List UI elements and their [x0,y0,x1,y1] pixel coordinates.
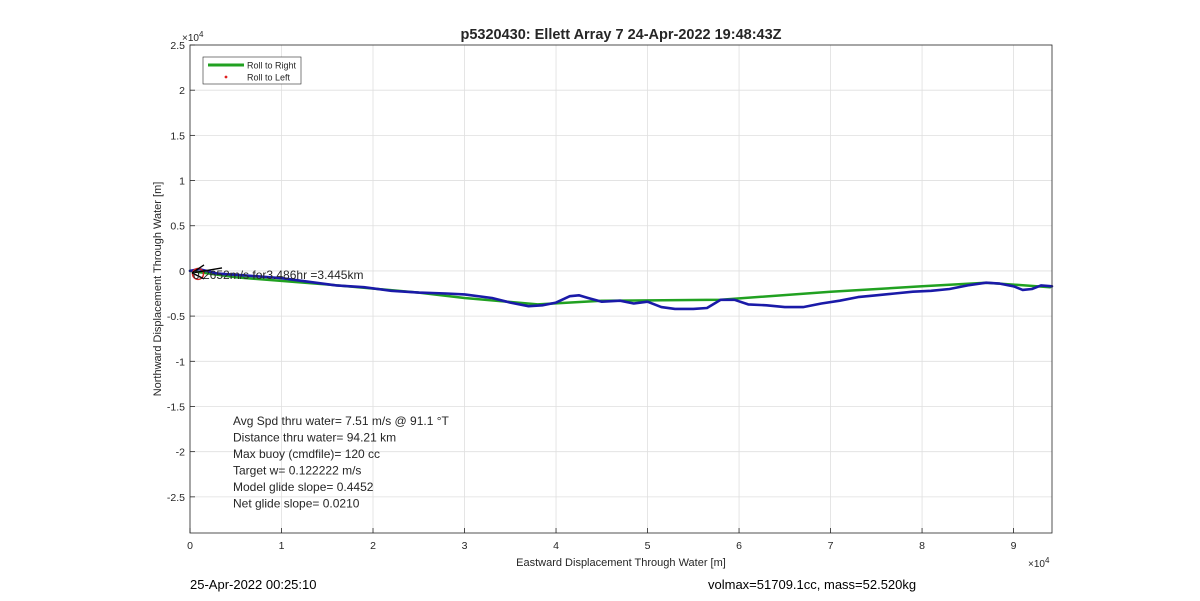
footer-date: 25-Apr-2022 00:25:10 [190,577,317,592]
axes-frame [189,44,1053,534]
x-tick-label: 5 [645,540,651,552]
x-tick-label: 3 [462,540,468,552]
x-tick-label: 4 [553,540,559,552]
legend-label-roll-to-right: Roll to Right [247,61,297,71]
x-tick-label: 7 [828,540,834,552]
stat-net-glide-slope: Net glide slope= 0.0210 [233,497,360,511]
y-axis-exponent: ×104 [182,30,204,44]
legend-swatch-roll-to-left [224,75,228,79]
y-tick-label: 2.5 [170,40,185,52]
data-series [188,267,1054,311]
stat-target-w: Target w= 0.122222 m/s [233,464,361,478]
y-tick-label: 2 [179,85,185,97]
start-marker [191,264,223,281]
stats-block: Avg Spd thru water= 7.51 m/s @ 91.1 °T D… [233,414,450,511]
y-tick-label: 1 [179,176,185,188]
arrow-annotation: 0.2652m/s for3.486hr =3.445km [193,268,363,282]
x-axis-label: Eastward Displacement Through Water [m] [516,557,726,569]
y-tick-label: -2 [176,447,185,459]
chart-title: p5320430: Ellett Array 7 24-Apr-2022 19:… [460,27,781,43]
x-tick-label: 1 [279,540,285,552]
y-tick-label: -1 [176,356,185,368]
legend-label-roll-to-left: Roll to Left [247,73,291,83]
current-arrow [191,264,223,280]
footer-summary: volmax=51709.1cc, mass=52.520kg [708,577,917,592]
x-tick-label: 2 [370,540,376,552]
legend: Roll to Right Roll to Left [202,56,302,85]
tick-labels: 0 1 2 3 4 5 6 7 8 9 2.5 2 1.5 1 0.5 0 -0.5 -1 -1.5 -2 -2.5 [167,40,1017,552]
y-axis-label: Northward Displacement Through Water [m] [152,182,164,397]
y-tick-label: 1.5 [170,130,185,142]
y-tick-label: -2.5 [167,492,185,504]
stat-avg-speed: Avg Spd thru water= 7.51 m/s @ 91.1 °T [233,414,450,428]
legend-box [202,56,302,85]
x-tick-label: 0 [187,540,193,552]
x-tick-label: 6 [736,540,742,552]
x-tick-label: 9 [1011,540,1017,552]
x-axis-exponent: ×104 [1028,556,1050,570]
x-tick-label: 8 [919,540,925,552]
y-tick-label: 0 [179,266,185,278]
y-tick-label: -0.5 [167,311,185,323]
stat-max-buoy: Max buoy (cmdfile)= 120 cc [233,447,380,461]
stat-model-glide-slope: Model glide slope= 0.4452 [233,480,374,494]
stat-distance: Distance thru water= 94.21 km [233,431,396,445]
y-tick-label: -1.5 [167,401,185,413]
y-tick-label: 0.5 [170,221,185,233]
series-line-track [188,267,1054,311]
